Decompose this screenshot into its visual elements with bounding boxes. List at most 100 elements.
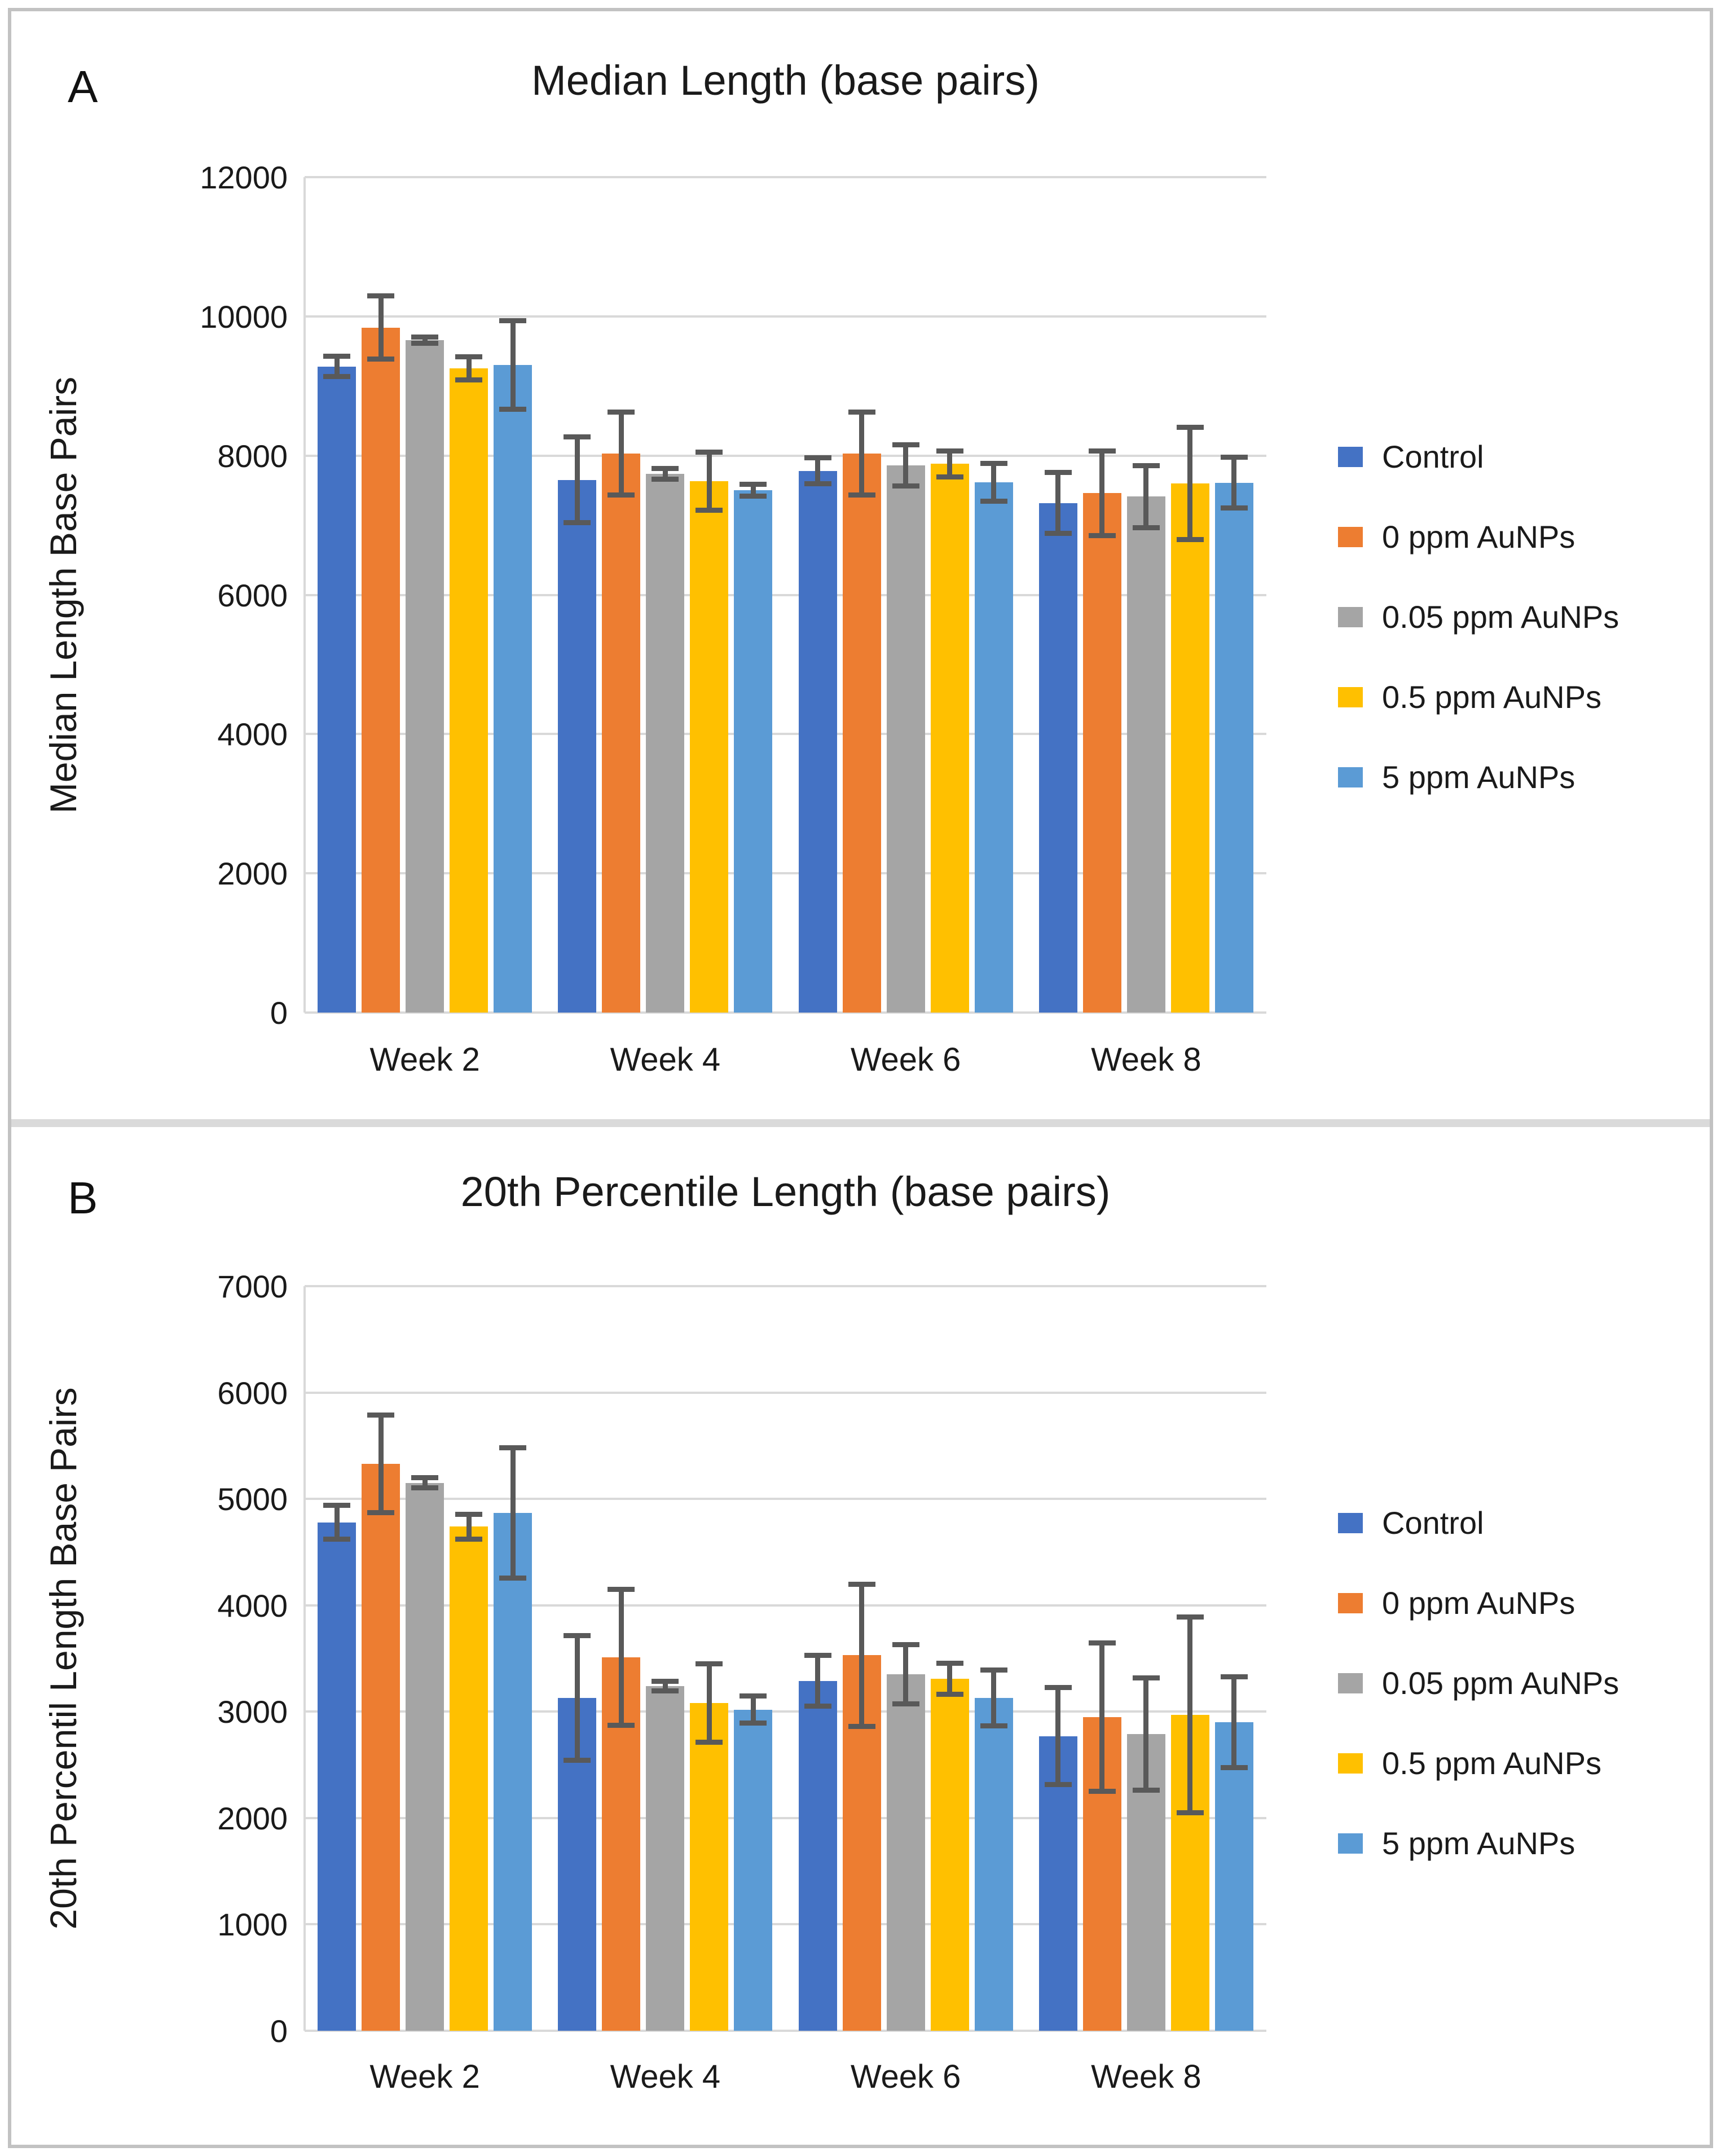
error-bar	[618, 411, 624, 495]
error-bar-cap-bottom	[740, 494, 767, 499]
legend-color-swatch	[1338, 1512, 1363, 1533]
error-bar	[574, 1635, 580, 1761]
error-bar-cap-bottom	[1176, 1810, 1204, 1816]
error-bar	[662, 1680, 668, 1692]
bar-0-5-ppm-aunps-week-8	[1170, 483, 1209, 1013]
bar-0-5-ppm-aunps-week-6	[930, 464, 969, 1013]
error-bar-cap-top	[804, 455, 831, 461]
error-bar-cap-top	[892, 1642, 919, 1648]
error-bar-cap-bottom	[564, 1758, 591, 1763]
error-bar-cap-bottom	[1044, 530, 1072, 536]
y-tick-label: 0	[270, 2013, 288, 2049]
error-bar-cap-bottom	[323, 1536, 351, 1542]
y-tick-label: 2000	[217, 1800, 288, 1836]
error-bar	[422, 336, 428, 344]
error-bar	[1187, 427, 1193, 540]
error-bar-cap-bottom	[892, 1701, 919, 1707]
error-bar	[574, 437, 580, 523]
x-category-label: Week 6	[850, 1041, 961, 1078]
chart-title: Median Length (base pairs)	[531, 57, 1040, 104]
y-tick-label: 8000	[217, 438, 288, 474]
bar-control-week-2	[318, 366, 356, 1013]
error-bar-cap-bottom	[1176, 537, 1204, 542]
error-bar-cap-top	[367, 1413, 395, 1418]
legend-item: Control	[1338, 438, 1484, 475]
error-bar-cap-bottom	[367, 357, 395, 362]
error-bar	[859, 411, 865, 495]
x-category-label: Week 8	[1091, 2058, 1201, 2095]
gridline-6000	[305, 593, 1266, 596]
error-bar-cap-top	[740, 1693, 767, 1699]
legend-item: Control	[1338, 1504, 1484, 1541]
error-bar-cap-top	[696, 450, 723, 455]
bar-0-5-ppm-aunps-week-4	[690, 1703, 729, 2031]
error-bar-cap-bottom	[367, 1510, 395, 1515]
error-bar-cap-top	[323, 354, 351, 359]
error-bar	[706, 1664, 712, 1743]
bar-0-ppm-aunps-week-6	[842, 453, 881, 1013]
bar-0-5-ppm-aunps-week-2	[450, 1526, 488, 2031]
error-bar-cap-top	[499, 318, 527, 324]
y-tick-label: 2000	[217, 856, 288, 892]
error-bar-cap-bottom	[652, 1688, 679, 1694]
error-bar-cap-top	[323, 1503, 351, 1508]
error-bar-cap-bottom	[455, 1536, 483, 1542]
error-bar	[815, 457, 821, 485]
legend-item: 5 ppm AuNPs	[1338, 759, 1575, 795]
legend-color-swatch	[1338, 446, 1363, 467]
error-bar	[947, 1662, 953, 1695]
error-bar	[378, 1415, 384, 1513]
legend-color-swatch	[1338, 687, 1363, 707]
error-bar-cap-top	[1088, 1640, 1116, 1645]
error-bar-cap-top	[740, 482, 767, 487]
legend-color-swatch	[1338, 1753, 1363, 1774]
gridline-2000	[305, 872, 1266, 875]
gridline-1000	[305, 1923, 1266, 1926]
error-bar	[706, 452, 712, 511]
error-bar-cap-bottom	[696, 508, 723, 513]
error-bar-cap-bottom	[564, 520, 591, 526]
error-bar	[1231, 457, 1237, 509]
error-bar-cap-top	[848, 1582, 875, 1587]
error-bar-cap-top	[455, 354, 483, 360]
bar-0-05-ppm-aunps-week-8	[1126, 496, 1165, 1013]
bar-0-05-ppm-aunps-week-6	[886, 1674, 925, 2031]
error-bar	[1143, 465, 1149, 528]
bar-0-ppm-aunps-week-2	[362, 1463, 400, 2031]
legend-label: 0 ppm AuNPs	[1382, 519, 1575, 555]
y-tick-label: 0	[270, 995, 288, 1031]
bar-5-ppm-aunps-week-6	[974, 1697, 1013, 2031]
chart-title: 20th Percentile Length (base pairs)	[460, 1168, 1111, 1215]
error-bar-cap-bottom	[1088, 1788, 1116, 1794]
error-bar-cap-top	[980, 460, 1007, 466]
error-bar-cap-top	[455, 1511, 483, 1517]
error-bar-cap-top	[1220, 455, 1248, 460]
gridline-4000	[305, 1604, 1266, 1607]
gridline-6000	[305, 1391, 1266, 1394]
error-bar	[750, 1696, 756, 1724]
error-bar-cap-bottom	[980, 1723, 1007, 1728]
error-bar-cap-bottom	[740, 1721, 767, 1726]
error-bar	[1143, 1677, 1149, 1790]
legend-item: 0 ppm AuNPs	[1338, 518, 1575, 555]
gridline-5000	[305, 1498, 1266, 1501]
bar-0-05-ppm-aunps-week-2	[406, 340, 444, 1013]
legend-label: 0.5 ppm AuNPs	[1382, 679, 1602, 715]
legend-item: 0 ppm AuNPs	[1338, 1585, 1575, 1621]
error-bar	[334, 356, 340, 377]
error-bar-cap-top	[1220, 1674, 1248, 1680]
legend-color-swatch	[1338, 1592, 1363, 1613]
y-tick-label: 5000	[217, 1481, 288, 1517]
error-bar	[815, 1655, 821, 1706]
error-bar-cap-top	[1176, 1614, 1204, 1620]
error-bar-cap-bottom	[936, 1692, 963, 1697]
error-bar-cap-bottom	[411, 340, 439, 346]
error-bar-cap-top	[936, 448, 963, 454]
panel-letter: B	[68, 1173, 98, 1223]
x-category-label: Week 8	[1091, 1041, 1201, 1078]
error-bar-cap-top	[1044, 1684, 1072, 1690]
error-bar-cap-bottom	[804, 1703, 831, 1709]
error-bar-cap-top	[1132, 1675, 1160, 1680]
error-bar	[662, 468, 668, 479]
